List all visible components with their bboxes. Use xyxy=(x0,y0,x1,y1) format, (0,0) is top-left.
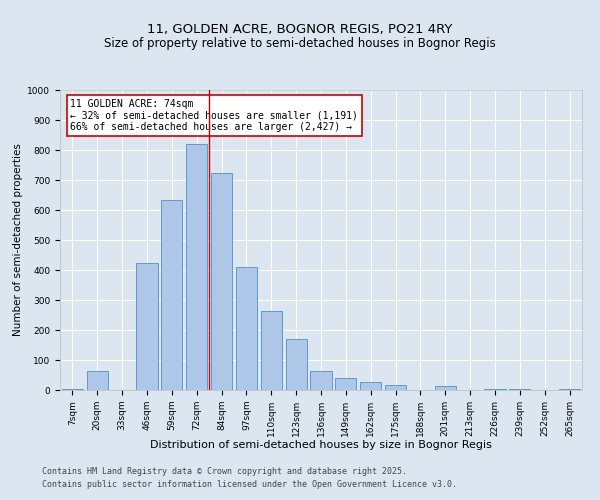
Y-axis label: Number of semi-detached properties: Number of semi-detached properties xyxy=(13,144,23,336)
Bar xyxy=(559,389,580,390)
Bar xyxy=(261,310,282,390)
Bar xyxy=(236,267,257,390)
Bar xyxy=(136,262,158,390)
Bar xyxy=(87,370,108,390)
Bar xyxy=(310,370,332,390)
Bar xyxy=(385,384,406,390)
Text: Contains public sector information licensed under the Open Government Licence v3: Contains public sector information licen… xyxy=(42,480,457,489)
Bar xyxy=(211,172,232,390)
Bar xyxy=(509,388,530,390)
Text: 11 GOLDEN ACRE: 74sqm
← 32% of semi-detached houses are smaller (1,191)
66% of s: 11 GOLDEN ACRE: 74sqm ← 32% of semi-deta… xyxy=(70,99,358,132)
Text: Size of property relative to semi-detached houses in Bognor Regis: Size of property relative to semi-detach… xyxy=(104,36,496,50)
Bar xyxy=(335,378,356,390)
Text: Contains HM Land Registry data © Crown copyright and database right 2025.: Contains HM Land Registry data © Crown c… xyxy=(42,467,407,476)
X-axis label: Distribution of semi-detached houses by size in Bognor Regis: Distribution of semi-detached houses by … xyxy=(150,440,492,450)
Bar xyxy=(62,388,83,390)
Text: 11, GOLDEN ACRE, BOGNOR REGIS, PO21 4RY: 11, GOLDEN ACRE, BOGNOR REGIS, PO21 4RY xyxy=(148,22,452,36)
Bar xyxy=(186,144,207,390)
Bar xyxy=(360,382,381,390)
Bar xyxy=(286,339,307,390)
Bar xyxy=(484,388,506,390)
Bar xyxy=(435,386,456,390)
Bar xyxy=(161,200,182,390)
